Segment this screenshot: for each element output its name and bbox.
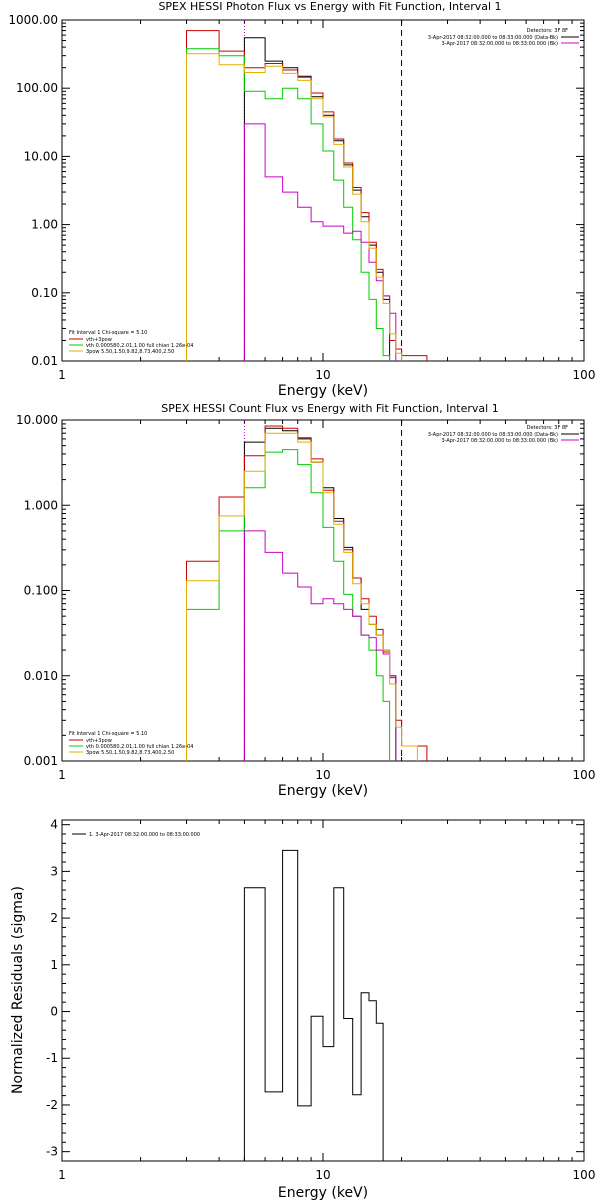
- y-tick-label: -3: [46, 1145, 58, 1159]
- series-line-vth: [186, 449, 391, 761]
- y-tick-label: 10.000: [16, 413, 58, 427]
- y-tick-label: 0.100: [24, 584, 58, 598]
- photon-flux-xlabel: Energy (keV): [278, 383, 368, 399]
- residuals-y-axis: -3 -2 -1 0 1 2 3 4: [46, 818, 584, 1159]
- photon-flux-title: SPEX HESSI Photon Flux vs Energy with Fi…: [158, 0, 501, 13]
- y-tick-label: 4: [50, 818, 58, 832]
- series-line-vth_3pow: [186, 425, 428, 761]
- legend-fit-interval-2: Fit Interval 1 Chi-square = 5.10: [69, 731, 147, 737]
- legend-detectors: Detectors: 3F 8F: [527, 28, 568, 34]
- x-tick-label: 100: [573, 368, 596, 382]
- x-tick-label: 100: [573, 768, 596, 782]
- residuals-legend: 1. 3-Apr-2017 08:32:00.000 to 08:33:00.0…: [72, 832, 200, 838]
- legend-vth-2: vth 0.000580,2.01,1.00 full chian 1.26e-…: [86, 744, 193, 750]
- count-flux-legend-bottom: Fit Interval 1 Chi-square = 5.10 vth+3po…: [69, 731, 193, 756]
- count-flux-panel: SPEX HESSI Count Flux vs Energy with Fit…: [16, 402, 595, 799]
- legend-bk: 3-Apr-2017 08:32:00.000 to 08:33:00.000 …: [441, 41, 558, 47]
- y-tick-label: -1: [46, 1051, 58, 1065]
- photon-flux-panel: SPEX HESSI Photon Flux vs Energy with Fi…: [8, 0, 595, 399]
- y-tick-label: 1000.00: [8, 13, 58, 27]
- x-tick-label: 10: [315, 368, 330, 382]
- series-line-3pow: [243, 530, 397, 761]
- legend-vth3pow: vth+3pow: [86, 337, 112, 343]
- count-flux-x-axis: 1 10 100: [58, 420, 595, 782]
- legend-3pow: 3pow 5.50,1.50,9.82,8.73,400,2.50: [86, 349, 174, 355]
- series-line-total: [243, 849, 384, 1161]
- residuals-x-axis: 1 10 100: [58, 820, 595, 1182]
- legend-detectors-2: Detectors: 3F 8F: [527, 425, 568, 431]
- x-tick-label: 100: [573, 1168, 596, 1182]
- legend-fit-interval: Fit Interval 1 Chi-square = 5.10: [69, 330, 147, 336]
- y-tick-label: 0: [50, 1005, 58, 1019]
- legend-data-bk: 3-Apr-2017 08:32:00.000 to 08:33:00.000 …: [428, 35, 558, 41]
- y-tick-label: 100.00: [16, 81, 58, 95]
- photon-flux-frame: [61, 19, 585, 362]
- legend-vth: vth 0.000580,2.01,1.00 full chian 1.26e-…: [86, 343, 193, 349]
- residuals-frame: [61, 819, 585, 1162]
- y-tick-label: 10.00: [24, 149, 58, 163]
- residuals-ylabel: Normalized Residuals (sigma): [10, 886, 26, 1094]
- residuals-panel: -3 -2 -1 0 1 2 3 4 1 10 100 Energy (keV) Normaliz…: [10, 818, 595, 1200]
- x-tick-label: 1: [58, 1168, 66, 1182]
- series-line-total: [243, 37, 391, 361]
- y-tick-label: 1.000: [24, 498, 58, 512]
- photon-flux-x-axis: 1 10 100: [58, 20, 595, 382]
- count-flux-title: SPEX HESSI Count Flux vs Energy with Fit…: [161, 402, 498, 415]
- legend-3pow-2: 3pow 5.50,1.50,9.82,8.73,400,2.50: [86, 750, 174, 756]
- photon-flux-series: [186, 30, 428, 361]
- y-tick-label: 3: [50, 864, 58, 878]
- photon-flux-legend-bottom: Fit Interval 1 Chi-square = 5.10 vth+3po…: [69, 330, 193, 355]
- y-tick-label: 1: [50, 958, 58, 972]
- photon-flux-legend-top: Detectors: 3F 8F 3-Apr-2017 08:32:00.000…: [428, 28, 579, 47]
- y-tick-label: 0.01: [31, 354, 58, 368]
- count-flux-y-axis: 0.001 0.010 0.100 1.000 10.000: [16, 413, 584, 768]
- photon-flux-markers: [243, 20, 403, 361]
- y-tick-label: 0.10: [31, 286, 58, 300]
- series-line-3pow_yellow: [186, 53, 403, 361]
- series-line-3pow_yellow: [186, 432, 418, 761]
- series-line-vth: [186, 48, 391, 361]
- series-line-total: [243, 427, 397, 761]
- y-tick-label: 0.001: [24, 754, 58, 768]
- x-tick-label: 1: [58, 368, 66, 382]
- count-flux-markers: [243, 420, 403, 761]
- photon-flux-y-axis: 0.01 0.10 1.00 10.00 100.00 1000.00: [8, 13, 584, 368]
- y-tick-label: 2: [50, 911, 58, 925]
- residuals-legend-text: 1. 3-Apr-2017 08:32:00.000 to 08:33:00.0…: [89, 832, 200, 838]
- residuals-xlabel: Energy (keV): [278, 1185, 368, 1200]
- y-tick-label: 0.010: [24, 669, 58, 683]
- count-flux-xlabel: Energy (keV): [278, 783, 368, 799]
- legend-bk-2: 3-Apr-2017 08:32:00.000 to 08:33:00.000 …: [441, 438, 558, 444]
- x-tick-label: 10: [315, 768, 330, 782]
- legend-data-bk-2: 3-Apr-2017 08:32:00.000 to 08:33:00.000 …: [428, 432, 558, 438]
- y-tick-label: 1.00: [31, 218, 58, 232]
- legend-vth3pow-2: vth+3pow: [86, 738, 112, 744]
- y-tick-label: -2: [46, 1098, 58, 1112]
- count-flux-legend-top: Detectors: 3F 8F 3-Apr-2017 08:32:00.000…: [428, 425, 579, 444]
- series-line-vth_3pow: [186, 30, 428, 361]
- residuals-series: [243, 849, 384, 1161]
- x-tick-label: 10: [315, 1168, 330, 1182]
- count-flux-series: [186, 425, 428, 761]
- x-tick-label: 1: [58, 768, 66, 782]
